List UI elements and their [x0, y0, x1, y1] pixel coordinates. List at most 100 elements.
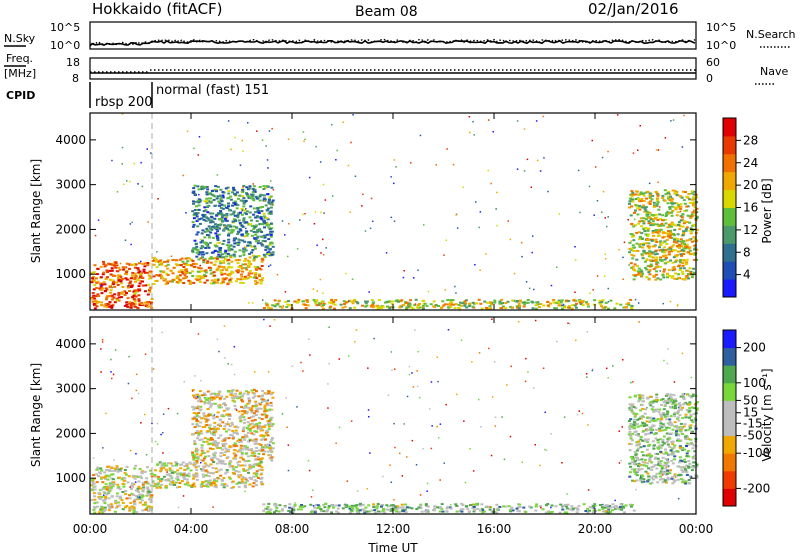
power-cell [94, 277, 98, 280]
power-cell [191, 249, 195, 252]
velocity-cell [691, 393, 695, 396]
velocity-cell [267, 421, 270, 424]
power-cell [659, 256, 662, 259]
power-cell [693, 214, 697, 217]
velocity-cell [689, 438, 693, 441]
power-cell [256, 235, 260, 238]
power-cell [176, 275, 180, 278]
velocity-cell [125, 497, 129, 500]
velocity-cell [630, 409, 634, 412]
velocity-cell [614, 504, 618, 507]
velocity-speckle [666, 362, 669, 365]
velocity-cell [629, 435, 633, 438]
power-speckle [296, 248, 299, 250]
power-colorbar-label: Power [dB] [760, 178, 774, 243]
velocity-cell [107, 504, 110, 507]
velocity-cell [662, 413, 666, 416]
velocity-cell [160, 464, 164, 467]
velocity-cell [267, 428, 271, 431]
velocity-cell [389, 504, 393, 507]
velocity-cell [504, 505, 508, 508]
velocity-cell [138, 468, 142, 471]
power-cell [229, 195, 233, 198]
power-cell [526, 299, 530, 301]
velocity-cell [180, 474, 183, 477]
velocity-cell [215, 396, 219, 398]
velocity-cell [638, 394, 642, 397]
velocity-cell [124, 493, 128, 496]
velocity-cell [678, 456, 682, 459]
velocity-cell [170, 472, 174, 474]
velocity-speckle [460, 339, 463, 341]
velocity-cell [243, 412, 247, 414]
velocity-cell [160, 462, 164, 465]
velocity-cell [212, 472, 216, 475]
velocity-speckle [287, 444, 290, 446]
power-cell [667, 212, 670, 215]
velocity-cell [246, 468, 250, 471]
power-cell [637, 267, 641, 270]
power-speckle [601, 156, 604, 159]
power-cell [224, 213, 228, 216]
velocity-cell [297, 508, 300, 511]
power-cell [668, 206, 672, 209]
velocity-cell [194, 415, 198, 418]
power-ylabel: Slant Range [km] [29, 159, 43, 263]
power-cell [209, 221, 213, 224]
velocity-cell [634, 407, 638, 410]
power-cell [646, 229, 650, 232]
velocity-cell [674, 432, 678, 435]
power-cell [646, 238, 650, 241]
velocity-speckle [632, 381, 634, 383]
power-cell [159, 259, 163, 262]
velocity-cell [213, 429, 216, 432]
power-cell [232, 239, 236, 242]
velocity-cell [266, 505, 270, 508]
power-cell [659, 240, 663, 243]
power-cell [241, 270, 245, 273]
power-cell [198, 218, 202, 221]
power-cell [501, 302, 505, 305]
velocity-cell [142, 486, 146, 489]
power-cell [164, 265, 168, 267]
power-cell [199, 241, 203, 244]
power-cell [248, 211, 252, 214]
velocity-cell [686, 416, 690, 419]
power-speckle [525, 281, 528, 283]
velocity-cell [204, 485, 208, 487]
power-cell [215, 235, 219, 238]
velocity-cell [193, 464, 197, 467]
power-cell [328, 301, 332, 304]
velocity-cell [165, 486, 169, 489]
velocity-cell [234, 429, 238, 432]
power-cell [130, 285, 134, 288]
velocity-cell [676, 416, 680, 419]
velocity-cell [234, 392, 238, 395]
velocity-speckle [393, 499, 395, 501]
velocity-cell [629, 418, 633, 421]
velocity-speckle [690, 376, 693, 379]
velocity-cell [237, 485, 241, 488]
power-cell [196, 279, 199, 282]
velocity-cell [631, 432, 635, 435]
velocity-cell [645, 428, 649, 430]
power-cell [642, 194, 646, 197]
power-cell [99, 304, 103, 307]
power-cell [220, 203, 224, 206]
velocity-speckle [416, 385, 419, 388]
power-cell [129, 280, 133, 283]
velocity-cell [95, 473, 98, 476]
velocity-speckle [211, 399, 213, 401]
velocity-cell [159, 467, 163, 470]
velocity-cell [225, 469, 229, 471]
power-cell [197, 251, 201, 254]
velocity-speckle [567, 322, 569, 324]
velocity-cell [664, 479, 667, 482]
power-cell [634, 193, 638, 196]
velocity-cell [266, 404, 270, 407]
velocity-cell [206, 430, 210, 432]
velocity-cell [636, 433, 640, 436]
velocity-cell [628, 430, 632, 433]
velocity-cell [257, 395, 261, 398]
